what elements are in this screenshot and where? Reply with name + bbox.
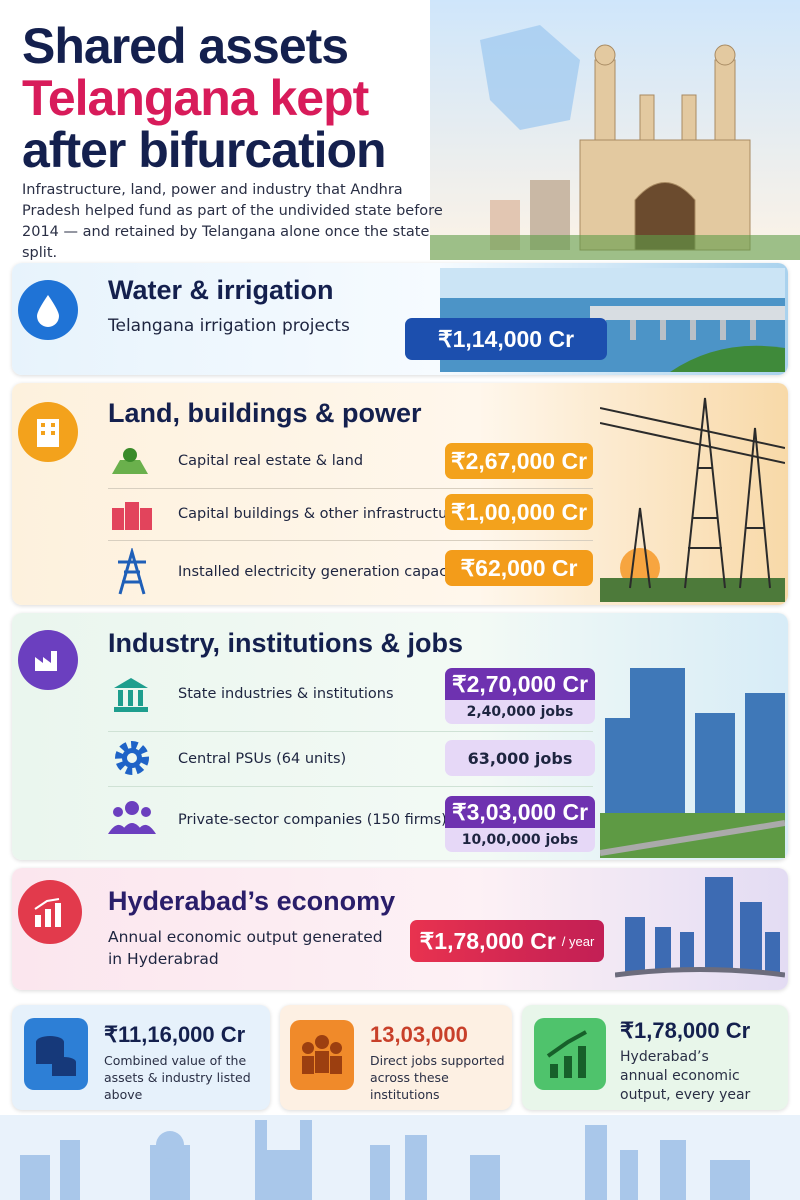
amount-pill: ₹62,000 Cr bbox=[445, 550, 593, 586]
amount: ₹1,78,000 Cr bbox=[419, 927, 556, 954]
item-label: Installed electricity generation capacit… bbox=[178, 564, 466, 580]
city-art bbox=[600, 668, 785, 858]
summary-icon bbox=[24, 1018, 88, 1090]
coins-icon bbox=[36, 1036, 76, 1076]
section-title: Hyderabad’s economy bbox=[108, 886, 396, 916]
buildings-icon bbox=[112, 502, 152, 530]
item-label: Telangana irrigation projects bbox=[108, 316, 350, 336]
section-icon bbox=[18, 280, 78, 340]
skyline-art bbox=[615, 877, 785, 978]
amount-unit: / year bbox=[561, 933, 595, 949]
amount-pill: ₹3,03,000 Cr bbox=[445, 796, 595, 828]
subtitle: Infrastructure, land, power and industry… bbox=[22, 182, 443, 261]
amount-pill: ₹2,67,000 Cr bbox=[445, 443, 593, 479]
title-line: Shared assets bbox=[22, 18, 349, 74]
chart-icon bbox=[546, 1030, 587, 1078]
amount-pill: ₹1,78,000 Cr / year bbox=[410, 920, 604, 962]
amount-pill: ₹1,14,000 Cr bbox=[405, 318, 607, 360]
section-title: Water & irrigation bbox=[108, 275, 334, 305]
summary-text: Combined value of the assets & industry … bbox=[104, 1053, 251, 1102]
gear-icon bbox=[115, 741, 149, 775]
building-icon bbox=[37, 419, 59, 447]
item-label: Capital real estate & land bbox=[178, 453, 364, 469]
section-icon bbox=[18, 880, 82, 944]
title-line: after bifurcation bbox=[22, 122, 387, 178]
divider bbox=[108, 488, 593, 489]
land-icon bbox=[112, 448, 148, 474]
footer-skyline bbox=[0, 1115, 800, 1200]
amount-pill: ₹2,70,000 Cr bbox=[445, 668, 595, 700]
item-label: Private-sector companies (150 firms) bbox=[178, 812, 447, 828]
crowd-icon bbox=[302, 1035, 342, 1074]
item-label: Capital buildings & other infrastructure bbox=[178, 506, 462, 522]
summary-value: ₹1,78,000 Cr bbox=[620, 1018, 751, 1043]
drop-icon bbox=[37, 295, 59, 327]
jobs-pill: 2,40,000 jobs bbox=[445, 700, 595, 724]
institution-icon bbox=[114, 678, 148, 712]
jobs-pill: 63,000 jobs bbox=[445, 740, 595, 776]
divider bbox=[108, 786, 593, 787]
item-label: Central PSUs (64 units) bbox=[178, 751, 347, 767]
item-label: Annual economic output generated in Hyde… bbox=[108, 928, 383, 968]
summary-value: ₹11,16,000 Cr bbox=[104, 1022, 246, 1047]
jobs-pill: 10,00,000 jobs bbox=[445, 828, 595, 852]
summary-text: Hyderabad’s annual economic output, ever… bbox=[620, 1049, 751, 1103]
section-icon bbox=[18, 630, 78, 690]
pylon-art bbox=[600, 397, 785, 602]
summary-value: 13,03,000 bbox=[370, 1022, 468, 1047]
header-art bbox=[430, 0, 800, 260]
amount-pill: ₹1,00,000 Cr bbox=[445, 494, 593, 530]
item-label: State industries & institutions bbox=[178, 686, 394, 702]
summary-text: Direct jobs supported across these insti… bbox=[370, 1053, 505, 1102]
people-icon bbox=[108, 801, 156, 834]
title-line: Telangana kept bbox=[22, 70, 369, 126]
divider bbox=[108, 540, 593, 541]
section-icon bbox=[18, 402, 78, 462]
summary-icon bbox=[534, 1018, 606, 1090]
factory-icon bbox=[35, 651, 57, 671]
summary-icon bbox=[290, 1020, 354, 1090]
growth-icon bbox=[34, 898, 61, 927]
section-title: Industry, institutions & jobs bbox=[108, 628, 463, 658]
section-title: Land, buildings & power bbox=[108, 398, 422, 428]
tower-icon bbox=[118, 548, 146, 595]
divider bbox=[108, 731, 593, 732]
